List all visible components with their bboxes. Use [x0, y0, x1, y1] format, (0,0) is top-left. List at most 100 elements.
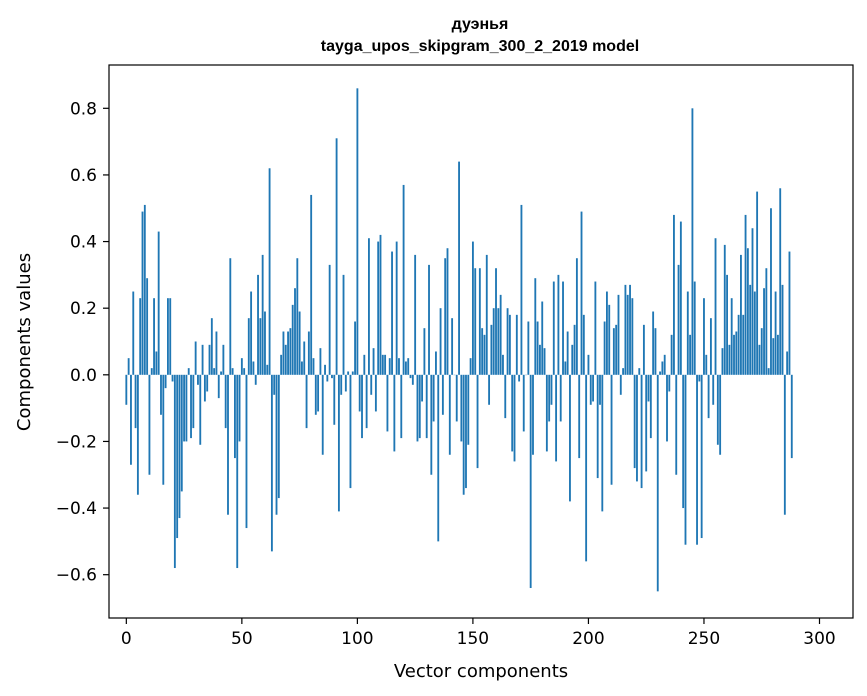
bar [201, 344, 204, 375]
bar [557, 274, 560, 375]
bar [608, 304, 611, 375]
bar [252, 361, 255, 375]
bar [511, 374, 514, 452]
bar [545, 374, 548, 452]
bar [414, 254, 417, 375]
bar [173, 374, 176, 569]
bar [213, 368, 216, 375]
bar [407, 358, 410, 375]
bar [490, 324, 493, 375]
chart-title: дуэнья [452, 16, 509, 33]
bar [612, 328, 615, 375]
bar [194, 341, 197, 375]
y-tick-label: −0.2 [56, 432, 97, 452]
bar [224, 374, 227, 429]
bar [289, 328, 292, 375]
y-axis-ticks: −0.6 −0.4 −0.2 0.0 0.2 0.4 0.6 0.8 [56, 99, 109, 586]
bar [772, 338, 775, 375]
bar [536, 321, 539, 375]
bar [760, 328, 763, 375]
bar [786, 351, 789, 375]
bar [513, 374, 516, 462]
bar [294, 288, 296, 375]
bar [573, 324, 576, 375]
bar [312, 358, 315, 375]
bar [284, 344, 287, 375]
bar [418, 374, 421, 439]
bar [728, 344, 731, 375]
x-tick-label: 100 [341, 629, 373, 649]
bar [474, 268, 477, 375]
bar [326, 374, 329, 382]
bar [469, 358, 472, 375]
bar [425, 374, 428, 439]
bar [136, 374, 139, 495]
bar [624, 284, 627, 375]
bar [622, 368, 625, 375]
bar [266, 364, 269, 375]
bar [765, 268, 768, 375]
bar [481, 328, 484, 375]
bar [774, 291, 777, 375]
bar [259, 318, 262, 375]
bar [673, 214, 675, 375]
bar [374, 374, 377, 412]
bar [319, 348, 322, 375]
bar [746, 248, 749, 375]
bar [127, 358, 130, 375]
bar [384, 354, 387, 375]
bar [721, 348, 724, 375]
bar [629, 284, 631, 375]
bar [656, 374, 659, 592]
bar [696, 374, 698, 545]
bar [585, 374, 588, 562]
bar [349, 374, 352, 489]
bar [506, 308, 509, 375]
bar [354, 321, 356, 375]
bar [670, 334, 673, 375]
bar [668, 374, 671, 392]
y-tick-label: 0.2 [70, 299, 97, 319]
bar [555, 374, 558, 462]
bar [603, 321, 606, 375]
bar [633, 374, 636, 469]
bar [234, 374, 236, 459]
bar [282, 331, 285, 375]
bar [626, 294, 629, 375]
bar [411, 374, 414, 385]
bar [698, 374, 701, 382]
bar [543, 348, 546, 375]
bar [446, 248, 449, 375]
y-tick-label: 0.0 [70, 366, 97, 386]
bar [238, 374, 241, 442]
bar [705, 354, 708, 375]
chart-subtitle: tayga_upos_skipgram_300_2_2019 model [321, 38, 639, 55]
bar [231, 368, 234, 375]
bar [776, 334, 779, 375]
bar [150, 368, 153, 375]
bar [703, 298, 705, 375]
bar [162, 374, 165, 485]
bar [178, 374, 181, 519]
bar [333, 374, 336, 425]
bar [291, 304, 294, 375]
bar [483, 334, 486, 375]
bar [712, 374, 715, 405]
bar [176, 374, 179, 539]
y-tick-label: 0.4 [70, 233, 97, 253]
bar [296, 258, 299, 375]
bar [686, 291, 689, 375]
bar [400, 374, 403, 439]
bar [185, 374, 188, 442]
bar [751, 228, 754, 375]
bar [187, 368, 190, 375]
bar [430, 374, 433, 475]
bar [448, 374, 451, 455]
bar [356, 88, 359, 375]
bar [714, 238, 717, 375]
bar [587, 354, 590, 375]
bar [578, 374, 581, 459]
bar [550, 374, 553, 405]
bar [654, 328, 657, 375]
bar [691, 108, 694, 375]
